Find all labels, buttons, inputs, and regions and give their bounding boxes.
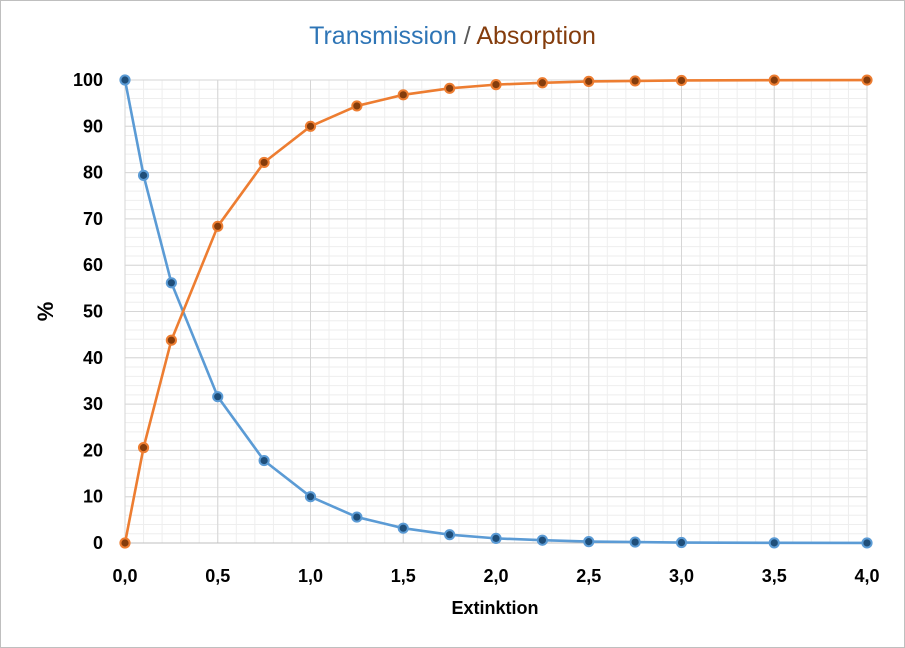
y-tick-label: 70 [83,209,103,229]
x-tick-label: 3,5 [762,566,787,586]
x-tick-label: 4,0 [854,566,879,586]
x-tick-label: 2,0 [483,566,508,586]
y-tick-label: 60 [83,255,103,275]
x-tick-label: 2,5 [576,566,601,586]
y-tick-label: 40 [83,348,103,368]
y-tick-label: 100 [73,70,103,90]
data-point-transmission [861,537,873,549]
data-point-absorption [583,75,595,87]
data-point-transmission [583,536,595,548]
data-point-absorption [629,75,641,87]
data-point-absorption [212,220,224,232]
data-point-transmission [119,74,131,86]
x-tick-label: 3,0 [669,566,694,586]
data-point-absorption [258,156,270,169]
data-point-transmission [304,491,317,503]
y-axis-label: % [33,302,58,322]
axes: 0,0 0,5 1,0 1,5 2,0 2,5 3,0 3,5 4,0 0 10 20 30 40 50 60… [73,70,880,586]
data-point-absorption [675,74,688,87]
data-point-absorption [397,89,409,101]
data-point-transmission [258,454,270,467]
data-point-absorption [119,537,131,549]
x-tick-label: 1,5 [391,566,416,586]
chart-title-separator: / [456,22,477,50]
data-point-absorption [165,334,177,346]
data-point-transmission [490,532,502,544]
data-point-transmission [137,169,150,181]
y-tick-label: 30 [83,394,103,414]
data-point-absorption [490,79,502,91]
x-axis-label: Extinktion [451,598,538,618]
x-tick-label: 0,0 [112,566,137,586]
data-point-transmission [444,529,456,541]
x-tick-label: 0,5 [205,566,230,586]
data-point-transmission [768,537,780,549]
axis-labels: % Extinktion [33,302,539,618]
y-tick-label: 20 [83,440,103,460]
chart-title: Transmission / Absorption [0,22,905,51]
data-point-transmission [165,277,177,289]
data-point-absorption [536,77,548,89]
data-point-transmission [212,391,224,403]
chart-title-absorption: Absorption [476,22,596,50]
series-layer [119,74,873,549]
data-point-absorption [768,74,780,86]
series-transmission [119,74,873,549]
data-point-absorption [351,100,363,112]
x-tick-label: 1,0 [298,566,323,586]
y-tick-label: 90 [83,116,103,136]
y-tick-label: 80 [83,163,103,183]
data-point-transmission [629,536,641,548]
data-point-transmission [351,511,363,523]
chart-title-transmission: Transmission [309,22,457,50]
data-point-transmission [536,534,548,546]
y-tick-label: 10 [83,487,103,507]
series-line-absorption [123,78,868,544]
data-point-transmission [675,536,688,549]
data-point-transmission [397,522,409,534]
series-absorption [119,74,873,549]
data-point-absorption [304,120,317,132]
data-point-absorption [444,82,456,94]
y-tick-label: 0 [93,533,103,553]
data-point-absorption [861,74,873,86]
series-line-transmission [123,79,868,545]
y-tick-label: 50 [83,302,103,322]
data-point-absorption [137,442,150,454]
